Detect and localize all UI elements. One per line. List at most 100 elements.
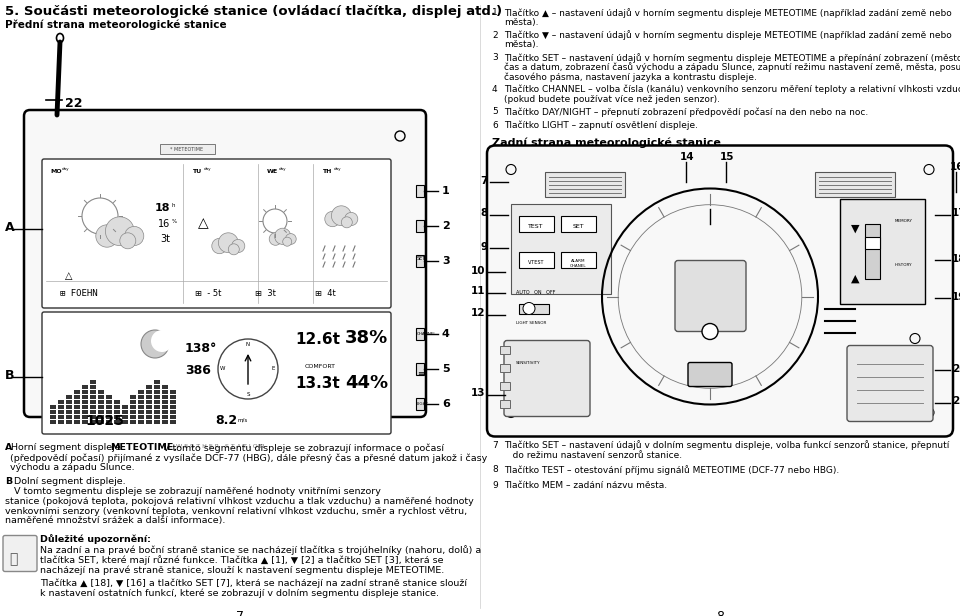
Bar	[500, 400, 510, 408]
Bar	[154, 385, 160, 389]
Bar	[511, 203, 611, 293]
Text: day: day	[334, 167, 342, 171]
Text: 386: 386	[185, 364, 211, 377]
Text: 7: 7	[481, 176, 488, 185]
Bar	[50, 415, 56, 419]
FancyBboxPatch shape	[3, 535, 37, 572]
Bar	[416, 363, 424, 375]
Bar	[106, 400, 112, 404]
Text: 6: 6	[492, 121, 497, 129]
Text: △: △	[65, 271, 73, 281]
Text: Tlačítko ▲ – nastavení údajů v horním segmentu displeje METEOTIME (například zad: Tlačítko ▲ – nastavení údajů v horním se…	[504, 8, 951, 18]
Text: 8: 8	[492, 466, 497, 474]
Bar	[50, 405, 56, 409]
Bar	[58, 405, 64, 409]
Bar	[90, 385, 96, 389]
Text: 9: 9	[492, 480, 497, 490]
Circle shape	[324, 211, 340, 227]
Bar	[114, 410, 120, 414]
Circle shape	[106, 217, 134, 246]
Text: Tlačítko SET – nastavení údajů v dolním segmentu displeje, volba funkcí senzorů : Tlačítko SET – nastavení údajů v dolním …	[504, 440, 949, 450]
Bar	[122, 415, 128, 419]
Bar	[98, 410, 104, 414]
Text: Přední strana meteorologické stanice: Přední strana meteorologické stanice	[5, 20, 227, 31]
Text: venkovními senzory (venkovní teplota, venkovní relativní vlhkost vzduchu, směr a: venkovními senzory (venkovní teplota, ve…	[5, 506, 468, 516]
Circle shape	[345, 213, 358, 225]
Bar	[90, 410, 96, 414]
Bar	[545, 171, 625, 197]
Text: N: N	[246, 341, 250, 346]
Text: 5: 5	[442, 364, 449, 374]
FancyBboxPatch shape	[42, 312, 391, 434]
Bar	[98, 390, 104, 394]
Text: stanice (pokojová teplota, pokojová relativní vlhkost vzduchu a tlak vzduchu) a : stanice (pokojová teplota, pokojová rela…	[5, 496, 473, 506]
Text: 22: 22	[65, 97, 83, 110]
Text: 8: 8	[481, 208, 488, 219]
Text: 7: 7	[492, 440, 497, 450]
Bar	[162, 390, 168, 394]
Text: Tlačítka ▲ [18], ▼ [16] a tlačítko SET [7], která se nacházejí na zadní straně s: Tlačítka ▲ [18], ▼ [16] a tlačítko SET […	[40, 578, 467, 588]
Bar	[90, 420, 96, 424]
Circle shape	[125, 227, 144, 246]
Bar	[561, 216, 596, 232]
Text: V.TEST: V.TEST	[528, 259, 544, 264]
Bar	[146, 415, 152, 419]
Text: (předpovědí počasí) přijímané z vysílače DCF-77 (HBG), dále přesný čas a přesné : (předpovědí počasí) přijímané z vysílače…	[10, 453, 488, 463]
Bar	[138, 400, 144, 404]
Bar	[122, 405, 128, 409]
Bar	[98, 400, 104, 404]
Text: B: B	[5, 369, 14, 382]
Text: ⊞  4t: ⊞ 4t	[315, 289, 336, 298]
Text: Tlačítko CHANNEL – volba čísla (kanálu) venkovního senzoru měření teploty a rela: Tlačítko CHANNEL – volba čísla (kanálu) …	[504, 85, 960, 94]
Text: ⊞ FOEHN: ⊞ FOEHN	[60, 289, 98, 298]
Text: východu a západu Slunce.: východu a západu Slunce.	[10, 463, 134, 472]
Text: ≡: ≡	[417, 369, 424, 378]
Text: AUTO   ON   OFF: AUTO ON OFF	[516, 291, 556, 296]
Bar	[66, 395, 72, 399]
Bar	[146, 395, 152, 399]
Text: ALARM
CHANEL: ALARM CHANEL	[569, 259, 587, 268]
Bar	[840, 198, 925, 304]
Bar	[162, 395, 168, 399]
FancyBboxPatch shape	[847, 346, 933, 421]
Bar	[154, 400, 160, 404]
Circle shape	[141, 330, 169, 358]
Bar	[98, 395, 104, 399]
Text: 5: 5	[492, 108, 497, 116]
Bar	[90, 380, 96, 384]
Bar	[74, 415, 80, 419]
Text: COMFORT: COMFORT	[305, 364, 336, 369]
Bar	[170, 400, 176, 404]
Text: TEST: TEST	[528, 224, 543, 229]
Bar	[130, 395, 136, 399]
Bar	[138, 395, 144, 399]
Bar	[66, 415, 72, 419]
Bar	[170, 420, 176, 424]
Text: △: △	[198, 216, 208, 230]
Bar	[154, 405, 160, 409]
FancyBboxPatch shape	[688, 362, 732, 386]
Bar	[122, 410, 128, 414]
Bar	[146, 405, 152, 409]
Text: 16: 16	[950, 161, 960, 171]
Ellipse shape	[57, 33, 63, 43]
Bar	[162, 420, 168, 424]
Text: ▲: ▲	[851, 274, 859, 283]
Bar	[561, 251, 596, 267]
Text: SENSITIVITY: SENSITIVITY	[516, 360, 540, 365]
Text: 16: 16	[157, 219, 170, 229]
Text: MO: MO	[50, 169, 61, 174]
Text: LIGHT SENSOR: LIGHT SENSOR	[516, 322, 546, 325]
Text: A: A	[5, 444, 12, 453]
Text: SET: SET	[572, 224, 584, 229]
Text: S: S	[247, 392, 250, 397]
Bar	[416, 328, 424, 340]
Bar	[162, 415, 168, 419]
FancyBboxPatch shape	[42, 159, 391, 308]
Bar	[138, 405, 144, 409]
Bar	[519, 344, 549, 354]
Text: 11: 11	[470, 286, 485, 296]
Text: nacházejí na pravé straně stanice, slouží k nastavení segmentu displeje METEOTIM: nacházejí na pravé straně stanice, slouž…	[40, 565, 444, 575]
Text: V tomto segmentu displeje se zobrazují informace o počasí: V tomto segmentu displeje se zobrazují i…	[160, 444, 444, 453]
Bar	[82, 395, 88, 399]
